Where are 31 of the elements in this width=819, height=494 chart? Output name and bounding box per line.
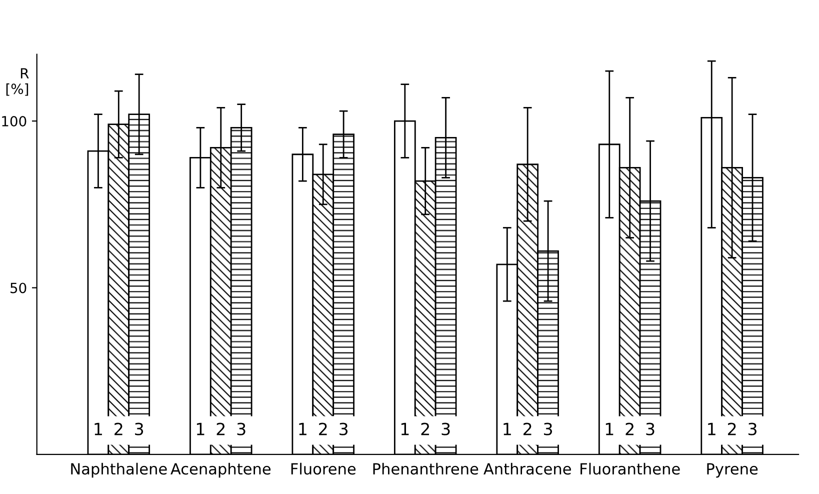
text: 3 xyxy=(135,422,144,436)
y-tick-label: 100 xyxy=(2,116,26,127)
text: 2 xyxy=(728,422,736,436)
text: 3 xyxy=(646,422,654,436)
x-tick-label: Acenaphtene xyxy=(170,462,271,478)
x-tick-label: Pyrene xyxy=(707,463,758,478)
text: 1 xyxy=(401,422,409,436)
text: 2 xyxy=(216,422,225,436)
text: 1 xyxy=(94,422,102,436)
text: 2 xyxy=(319,422,327,436)
x-tick-label: Anthracene xyxy=(484,462,571,475)
y-axis-title: R [%] xyxy=(6,68,29,96)
text: 3 xyxy=(340,422,348,436)
x-tick-label: Phenanthrene xyxy=(373,462,478,475)
text: 3 xyxy=(748,422,756,436)
text: 3 xyxy=(237,422,246,436)
text: 2 xyxy=(524,422,532,436)
y-tick-label: 50 xyxy=(10,282,26,294)
x-tick-label: Naphthalene xyxy=(71,462,167,478)
x-tick-label: Fluoranthene xyxy=(580,462,680,475)
text: 1 xyxy=(606,422,614,436)
series-label: 2 xyxy=(421,422,429,436)
series-label: 3 xyxy=(544,422,552,436)
text: 1 xyxy=(708,422,716,436)
x-tick-label: Fluorene xyxy=(291,462,356,475)
text: 1 xyxy=(196,422,204,436)
series-label: 1 xyxy=(299,422,306,436)
text: 1 xyxy=(504,422,511,436)
text: 2 xyxy=(626,422,634,436)
text: 2 xyxy=(114,422,122,436)
text: 3 xyxy=(442,422,450,436)
